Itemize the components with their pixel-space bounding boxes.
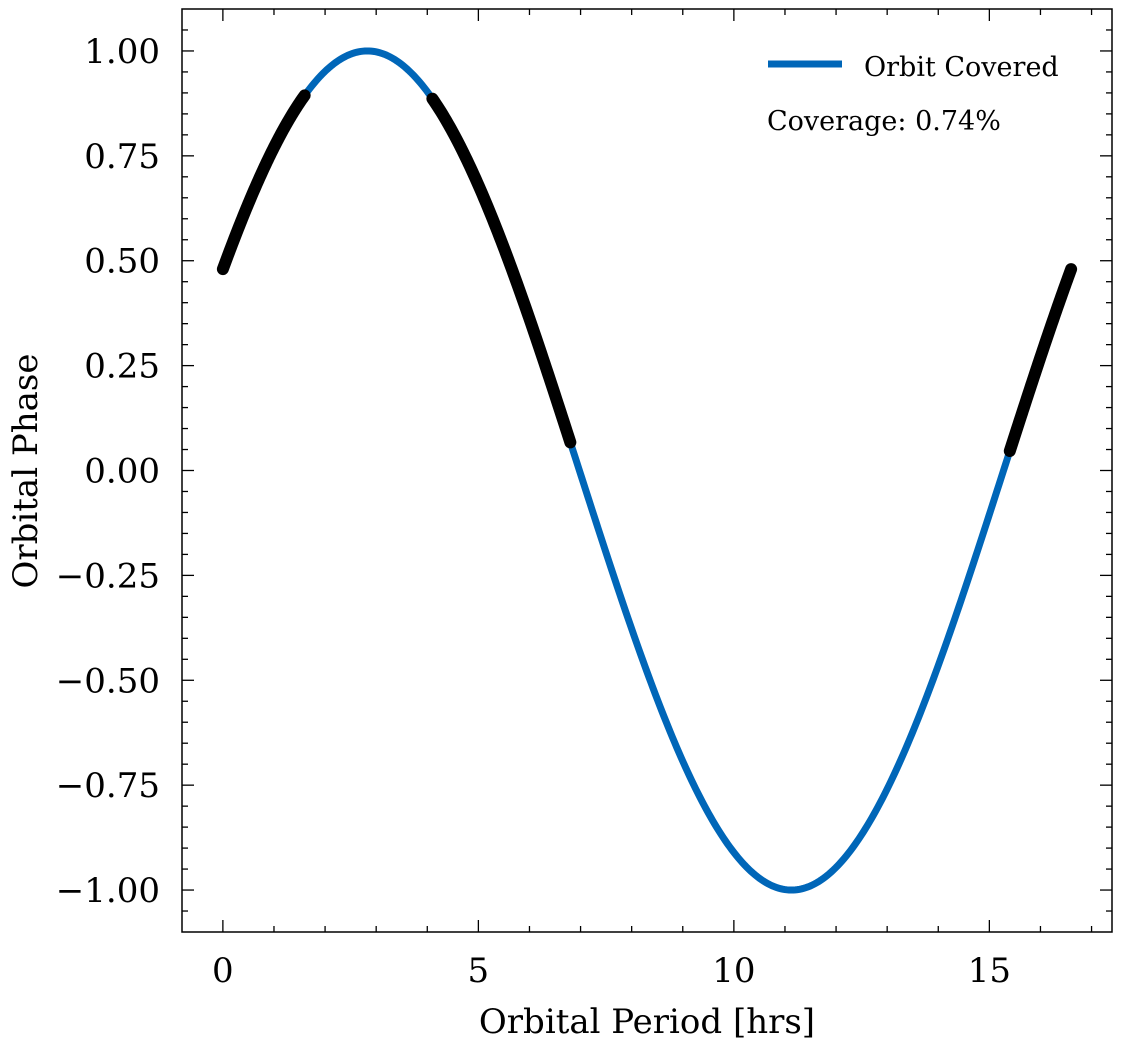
legend-label: Orbit Covered [864,52,1059,83]
y-axis-label: Orbital Phase [6,354,46,589]
covered-segment [216,89,311,276]
y-tick-label: −1.00 [56,871,160,911]
y-tick-label: 0.00 [84,452,160,492]
x-tick-label: 5 [468,951,490,991]
y-tick-label: 1.00 [84,32,160,72]
x-axis-label: Orbital Period [hrs] [479,1002,815,1042]
axis-ticks [182,9,1112,932]
y-tick-labels: 1.00 0.75 0.50 0.25 0.00 −0.25 −0.50 −0.75 −1.00 [56,32,160,911]
x-tick-labels: 0 5 10 15 [212,951,1011,991]
covered-segment [426,92,577,449]
covered-segment [1003,263,1078,458]
y-tick-label: 0.75 [84,137,160,177]
x-tick-label: 15 [968,951,1011,991]
x-tick-label: 10 [712,951,755,991]
x-tick-label: 0 [212,951,234,991]
plot-frame [181,8,1113,933]
y-tick-label: −0.75 [56,766,160,806]
y-tick-label: 0.50 [84,242,160,282]
y-tick-label: −0.50 [56,661,160,701]
y-tick-label: 0.25 [84,347,160,387]
covered-segments [216,89,1078,458]
y-tick-label: −0.25 [56,556,160,596]
coverage-annotation: Coverage: 0.74% [767,106,1001,137]
series-line-orbit [219,47,1075,894]
legend: Orbit Covered Coverage: 0.74% [767,52,1059,137]
